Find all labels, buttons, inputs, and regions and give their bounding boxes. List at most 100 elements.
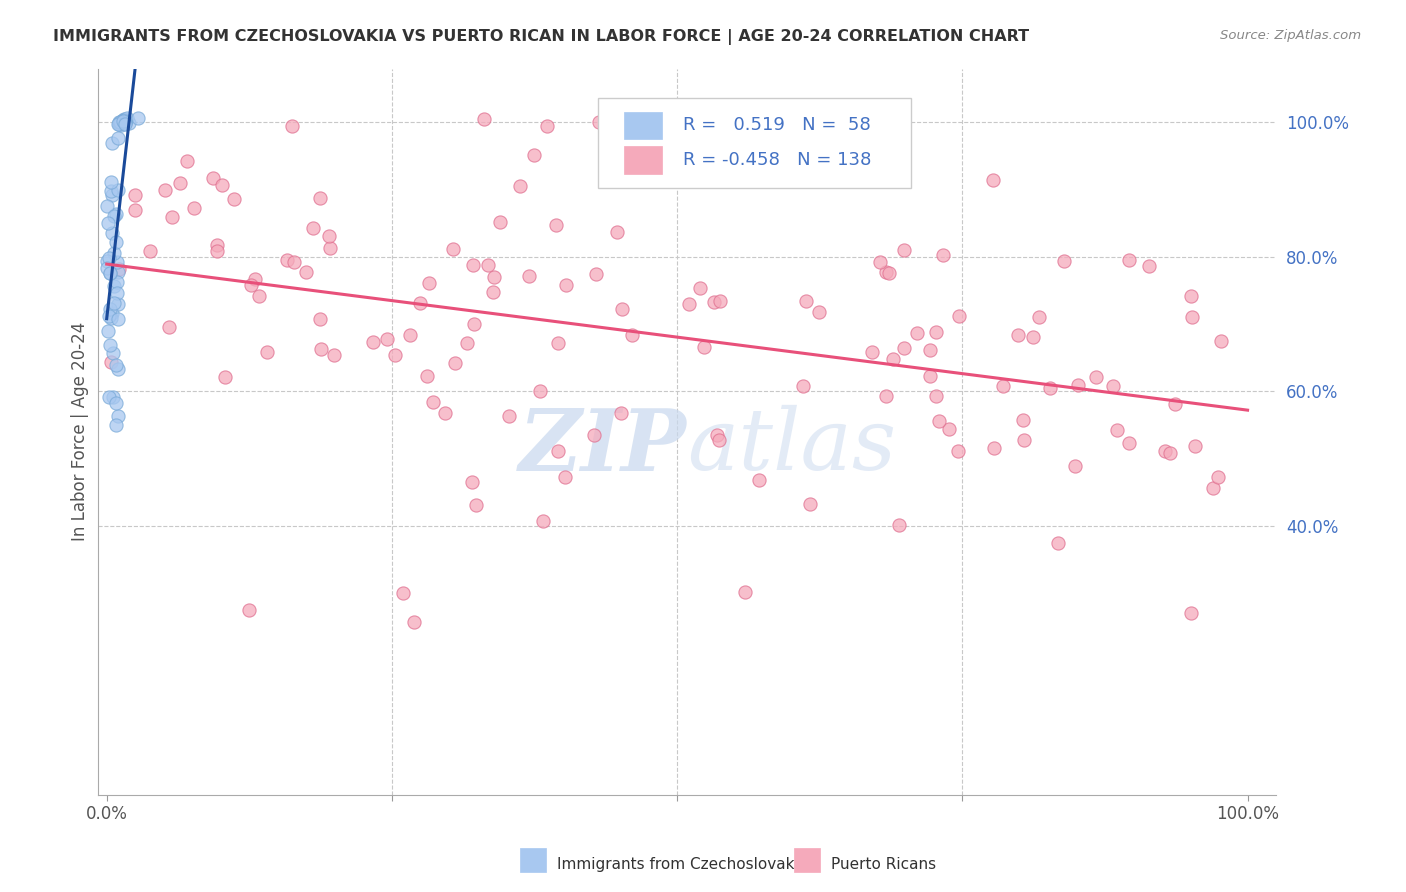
- Point: [107, 362, 129, 376]
- Point: [105, 207, 128, 221]
- Text: Puerto Ricans: Puerto Ricans: [831, 857, 936, 871]
- Point: [211, 178, 233, 192]
- Point: [1039, 381, 1062, 395]
- Point: [97, 324, 120, 338]
- Point: [620, 328, 643, 343]
- Point: [107, 117, 129, 131]
- Point: [96, 260, 118, 275]
- Point: [547, 336, 569, 351]
- Point: [1102, 379, 1125, 393]
- Point: [1202, 482, 1225, 496]
- Point: [860, 345, 883, 359]
- Point: [103, 245, 125, 260]
- Point: [893, 341, 915, 355]
- Point: [176, 154, 198, 169]
- Text: R =   0.519   N =  58: R = 0.519 N = 58: [683, 116, 872, 135]
- Point: [1181, 310, 1204, 324]
- Point: [283, 255, 305, 269]
- Point: [100, 184, 122, 198]
- Point: [734, 584, 756, 599]
- Point: [1007, 328, 1029, 343]
- Point: [101, 390, 124, 404]
- Point: [918, 369, 941, 384]
- Text: Source: ZipAtlas.com: Source: ZipAtlas.com: [1220, 29, 1361, 42]
- Point: [183, 202, 205, 216]
- Point: [98, 338, 121, 352]
- Bar: [624, 112, 662, 139]
- Point: [1180, 607, 1202, 621]
- Point: [610, 405, 633, 419]
- Point: [991, 379, 1014, 393]
- Point: [160, 210, 183, 224]
- Point: [905, 326, 928, 340]
- Point: [97, 390, 120, 404]
- Point: [104, 396, 127, 410]
- Point: [114, 115, 136, 129]
- Point: [114, 113, 136, 128]
- Point: [882, 351, 904, 366]
- Point: [224, 193, 246, 207]
- Point: [585, 267, 607, 281]
- Point: [807, 305, 830, 319]
- Point: [633, 114, 655, 128]
- Point: [295, 265, 318, 279]
- Point: [875, 388, 897, 402]
- Point: [157, 319, 180, 334]
- Point: [482, 269, 505, 284]
- Point: [1159, 446, 1181, 460]
- Point: [799, 497, 821, 511]
- Point: [554, 470, 576, 484]
- Point: [201, 171, 224, 186]
- Point: [612, 302, 634, 317]
- Point: [1118, 253, 1140, 268]
- Point: [107, 184, 129, 198]
- Point: [523, 147, 546, 161]
- Point: [1208, 470, 1230, 484]
- Point: [100, 355, 122, 369]
- Point: [392, 586, 415, 600]
- Point: [107, 409, 129, 423]
- Point: [238, 602, 260, 616]
- Point: [981, 173, 1004, 187]
- Point: [107, 297, 129, 311]
- Point: [205, 238, 228, 252]
- Point: [114, 115, 136, 129]
- Text: Immigrants from Czechoslovakia: Immigrants from Czechoslovakia: [557, 857, 808, 871]
- Point: [946, 444, 969, 458]
- Point: [1012, 433, 1035, 447]
- Point: [101, 188, 124, 202]
- Point: [925, 389, 948, 403]
- Text: atlas: atlas: [688, 405, 896, 488]
- Point: [276, 252, 298, 267]
- Point: [588, 115, 610, 129]
- Point: [103, 296, 125, 310]
- Point: [1012, 413, 1035, 427]
- Point: [877, 266, 900, 280]
- Point: [308, 191, 330, 205]
- Point: [104, 358, 127, 372]
- Point: [243, 272, 266, 286]
- Point: [384, 348, 406, 362]
- Point: [100, 175, 122, 189]
- Point: [948, 309, 970, 323]
- Point: [155, 183, 177, 197]
- Point: [554, 277, 576, 292]
- Point: [319, 240, 342, 254]
- Point: [529, 384, 551, 398]
- Point: [108, 262, 131, 277]
- Point: [444, 356, 467, 370]
- Point: [309, 311, 332, 326]
- Point: [256, 345, 278, 359]
- Point: [101, 306, 124, 320]
- Point: [309, 342, 332, 356]
- Point: [983, 441, 1005, 455]
- Point: [108, 115, 131, 129]
- Point: [108, 117, 131, 131]
- Point: [118, 115, 141, 129]
- Text: ZIP: ZIP: [519, 405, 688, 488]
- Point: [489, 215, 512, 229]
- Point: [139, 244, 162, 259]
- Point: [544, 219, 567, 233]
- Point: [1164, 397, 1187, 411]
- Point: [536, 119, 558, 133]
